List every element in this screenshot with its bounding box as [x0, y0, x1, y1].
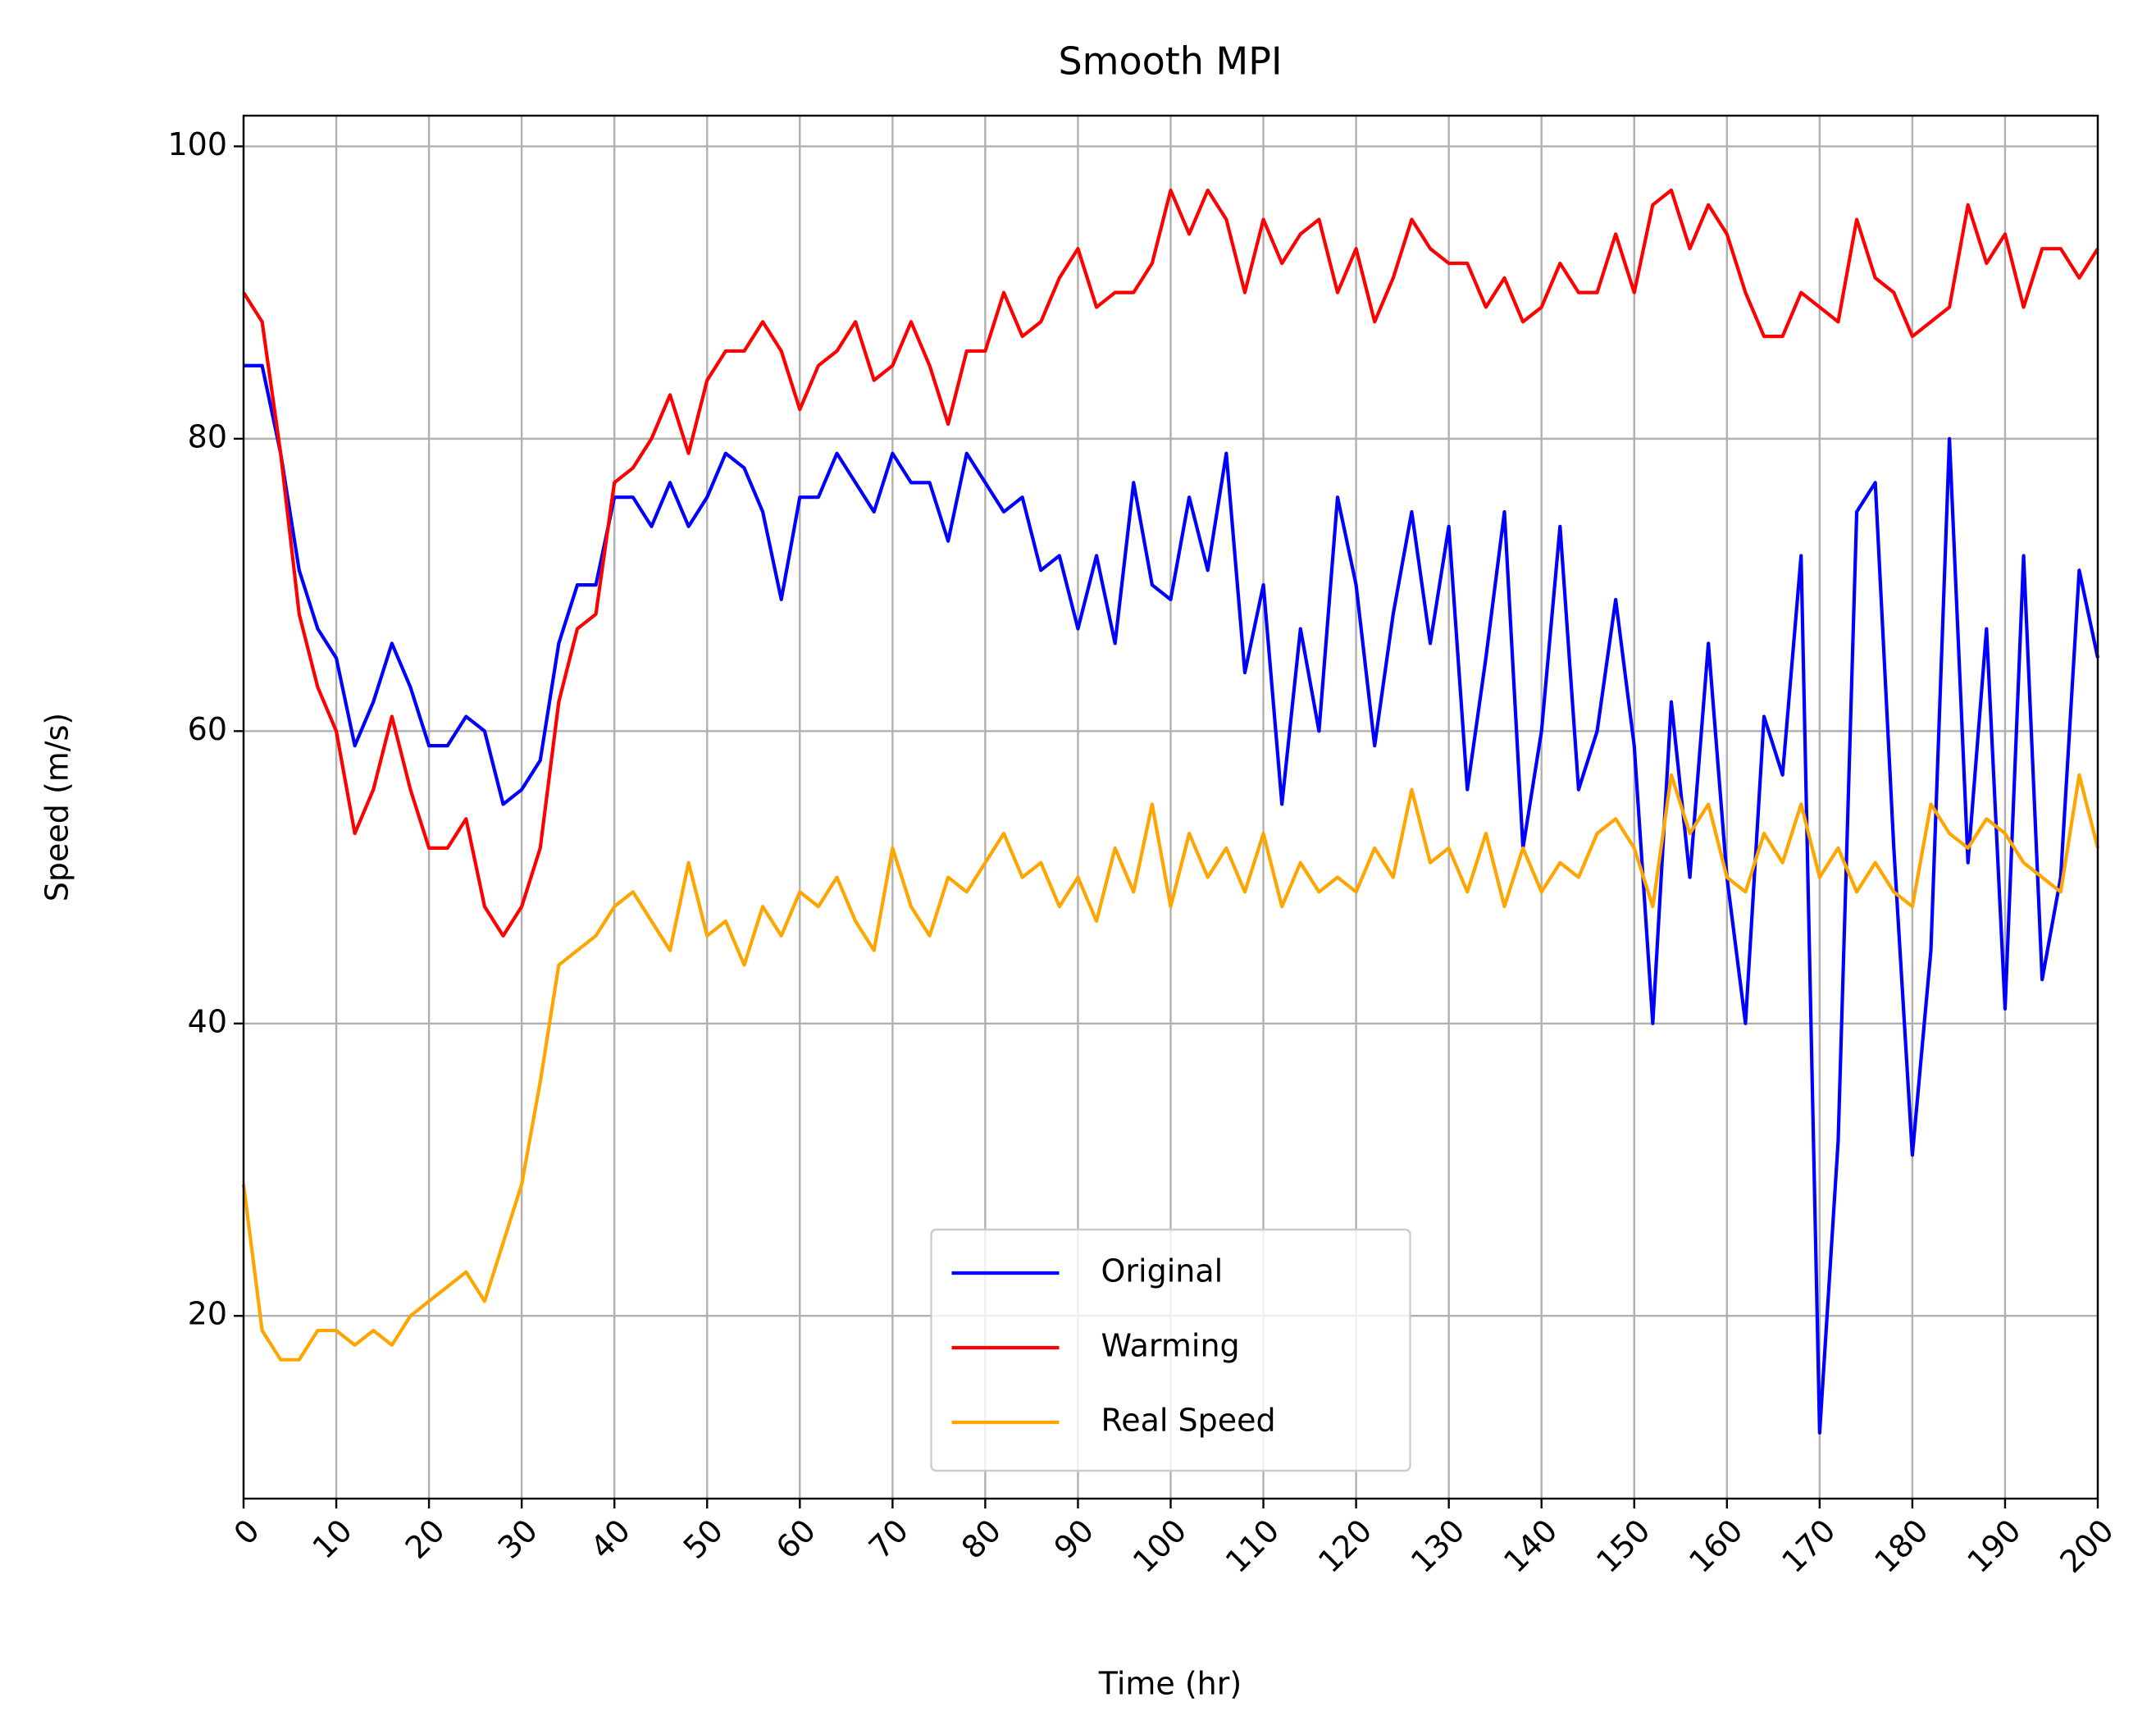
x-tick-label: 80 — [955, 1513, 1008, 1566]
x-tick-label: 30 — [491, 1513, 545, 1566]
x-tick-label: 180 — [1867, 1513, 1935, 1580]
x-tick-label: 200 — [2053, 1513, 2120, 1580]
x-tick-label: 40 — [584, 1513, 637, 1566]
x-tick-label: 10 — [306, 1513, 359, 1566]
x-tick-label: 20 — [399, 1513, 452, 1566]
line-series — [242, 188, 2099, 938]
x-tick-label: 120 — [1311, 1513, 1379, 1580]
y-tick-label: 40 — [188, 1003, 227, 1039]
x-tick-label: 60 — [769, 1513, 823, 1566]
x-axis-label: Time (hr) — [1098, 1666, 1242, 1702]
x-tick-label: 150 — [1589, 1513, 1657, 1580]
plot-frame — [242, 114, 2099, 1500]
x-tick-label: 100 — [1126, 1513, 1193, 1580]
x-tick-label: 140 — [1497, 1513, 1564, 1580]
y-axis-label: Speed (m/s) — [39, 713, 75, 901]
x-tick-label: 0 — [227, 1513, 267, 1552]
legend-box — [930, 1228, 1411, 1472]
legend-label: Warming — [1101, 1328, 1240, 1364]
x-tick-label: 130 — [1404, 1513, 1471, 1580]
chart-title: Smooth MPI — [1058, 39, 1282, 84]
y-tick-label: 100 — [167, 126, 227, 162]
x-tick-label: 110 — [1219, 1513, 1286, 1580]
x-tick-label: 50 — [677, 1513, 730, 1566]
legend: Original Warming Real Speed — [930, 1228, 1411, 1472]
x-tick-label: 70 — [862, 1513, 915, 1566]
x-tick-label: 160 — [1682, 1513, 1749, 1580]
y-tick-label: 60 — [188, 711, 227, 747]
x-tick-label: 90 — [1047, 1513, 1101, 1566]
y-tick-label: 80 — [188, 418, 227, 454]
legend-label: Original — [1101, 1253, 1224, 1289]
x-tick-label: 190 — [1960, 1513, 2027, 1580]
x-tick-label: 170 — [1775, 1513, 1842, 1580]
legend-label: Real Speed — [1101, 1403, 1276, 1439]
line-series — [244, 363, 2100, 1435]
line-series — [241, 773, 2100, 1362]
y-tick-label: 20 — [188, 1296, 227, 1332]
